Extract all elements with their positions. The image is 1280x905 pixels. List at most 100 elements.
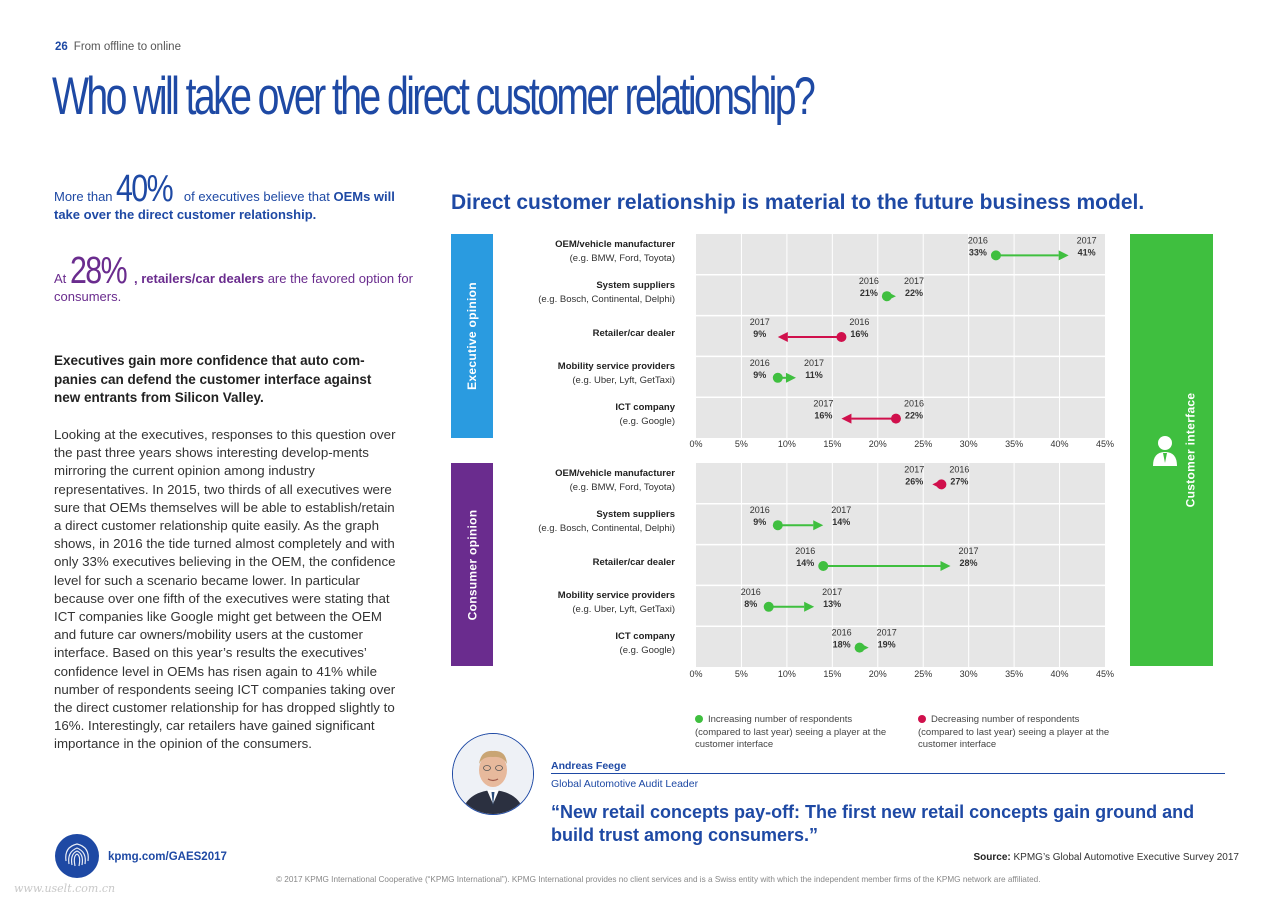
value-label: 8% [744, 599, 757, 609]
legend-decrease-label: Decreasing number of respondents (compar… [918, 714, 1110, 750]
stat-executives: More than 40% of executives believe that… [54, 168, 414, 224]
portrait-image [453, 734, 533, 814]
value-label: 11% [805, 370, 823, 380]
dumbbell-chart: 0% 5% 10% 15% 20% 25% 30% 35% 40% 45% 2016 33% 2017 4… [689, 234, 1114, 679]
quote: “New retail concepts pay-off: The first … [551, 802, 1195, 845]
divider [551, 773, 1225, 774]
row-label-main: Mobility service providers [557, 590, 675, 602]
dot-2016 [854, 642, 865, 653]
row-label-sub: (e.g. Bosch, Continental, Delphi) [538, 522, 675, 534]
year-label: 2017 [804, 358, 824, 368]
year-label: 2016 [750, 505, 770, 515]
row-label: OEM/vehicle manufacturer (e.g. BMW, Ford,… [555, 238, 675, 266]
year-label: 2016 [904, 399, 924, 409]
value-label: 14% [796, 558, 814, 568]
value-label: 13% [823, 599, 841, 609]
body-paragraph: Looking at the executives, responses to … [54, 427, 396, 752]
dot-2016 [881, 291, 892, 302]
row-label: System suppliers (e.g. Bosch, Continental… [538, 508, 675, 536]
value-label: 27% [950, 476, 968, 486]
value-label: 14% [832, 517, 850, 527]
stat1-mid: of executives believe that [183, 189, 330, 204]
row-label-sub: (e.g. Uber, Lyft, GetTaxi) [572, 375, 675, 387]
arrowhead-2017 [841, 413, 852, 424]
increase-dot-icon [695, 715, 703, 723]
x-tick-label: 10% [778, 439, 796, 449]
year-label: 2017 [904, 464, 924, 474]
year-label: 2017 [750, 317, 770, 327]
chart-title: Direct customer relationship is material… [451, 191, 1145, 214]
page-number: 26 [55, 41, 68, 53]
website-link[interactable]: kpmg.com/GAES2017 [108, 851, 227, 863]
year-label: 2017 [904, 276, 924, 286]
arrowhead-2017 [1058, 250, 1069, 261]
year-label: 2016 [750, 358, 770, 368]
year-label: 2017 [831, 505, 851, 515]
value-label: 22% [905, 411, 923, 421]
x-tick-label: 30% [960, 669, 978, 679]
page-title: Who will take over the direct customer r… [52, 67, 816, 126]
x-tick-label: 15% [823, 439, 841, 449]
stat2-bold: , retailers/car dealers [133, 271, 265, 286]
x-tick-label: 35% [1005, 439, 1023, 449]
dot-2016 [763, 601, 774, 612]
stat2-post: are the favored option for consumers. [54, 271, 413, 304]
row-label: Mobility service providers (e.g. Uber, Ly… [558, 589, 675, 617]
x-tick-label: 45% [1096, 669, 1114, 679]
year-label: 2017 [958, 546, 978, 556]
row-label-main: Mobility service providers [557, 361, 675, 373]
row-label-sub: (e.g. BMW, Ford, Toyota) [569, 482, 675, 493]
x-tick-label: 20% [869, 669, 887, 679]
x-tick-label: 5% [735, 669, 748, 679]
source-label: Source: [973, 852, 1011, 863]
lead-paragraph: Executives gain more confidence that aut… [54, 353, 372, 405]
x-tick-label: 40% [1051, 439, 1069, 449]
arrowhead-2017 [785, 372, 796, 383]
year-label: 2016 [968, 235, 988, 245]
row-label-main: ICT company [615, 402, 675, 414]
arrowhead-2017 [940, 561, 951, 571]
stat1-pre: More than [54, 189, 113, 204]
value-label: 26% [905, 476, 923, 486]
dot-2016 [818, 561, 829, 571]
customer-interface-bar: Customer interface [1130, 234, 1213, 666]
row-label-main: ICT company [615, 631, 675, 643]
x-tick-label: 45% [1096, 439, 1114, 449]
row-label: Retailer/car dealer [593, 556, 675, 570]
x-tick-label: 0% [689, 439, 702, 449]
value-label: 16% [814, 411, 832, 421]
x-tick-label: 40% [1051, 669, 1069, 679]
stat2-number: 28% [69, 250, 128, 292]
panel-name-cons: Consumer opinion [465, 509, 480, 620]
year-label: 2017 [822, 587, 842, 597]
stat1-bold: OEMs will take over the direct customer … [54, 189, 395, 222]
row-label-main: Retailer/car dealer [592, 327, 675, 339]
row-label-main: Retailer/car dealer [592, 556, 675, 568]
value-label: 9% [753, 517, 766, 527]
x-tick-label: 25% [914, 439, 932, 449]
row-label-sub: (e.g. Uber, Lyft, GetTaxi) [572, 604, 675, 616]
dot-2016 [990, 250, 1001, 261]
dot-2016 [890, 413, 901, 424]
row-label-sub: (e.g. Google) [619, 645, 675, 657]
row-label-sub: (e.g. Google) [619, 416, 675, 428]
panel-name-exec: Executive opinion [465, 282, 480, 390]
dot-2016 [772, 372, 783, 383]
row-label-main: OEM/vehicle manufacturer [555, 239, 675, 250]
stat1-number: 40% [116, 168, 174, 210]
row-label: System suppliers (e.g. Bosch, Continental… [538, 279, 675, 307]
side-label: Customer interface [1183, 392, 1198, 508]
stat2-pre: At [54, 271, 67, 286]
year-label: 2016 [859, 276, 879, 286]
x-tick-label: 0% [689, 669, 702, 679]
row-label: ICT company (e.g. Google) [615, 630, 675, 658]
x-tick-label: 30% [960, 439, 978, 449]
arrowhead-2017 [777, 332, 788, 342]
row-label: OEM/vehicle manufacturer (e.g. BMW, Ford,… [555, 467, 675, 495]
decrease-dot-icon [918, 715, 926, 723]
legend-increase-label: Increasing number of respondents (compar… [695, 714, 887, 750]
stat-consumers: At 28% , retailers/car dealers are the fa… [54, 250, 414, 306]
person-name: Andreas Feege [551, 760, 627, 772]
copyright: © 2017 KPMG International Cooperative (“… [276, 875, 1041, 884]
panel-background [696, 234, 1105, 438]
